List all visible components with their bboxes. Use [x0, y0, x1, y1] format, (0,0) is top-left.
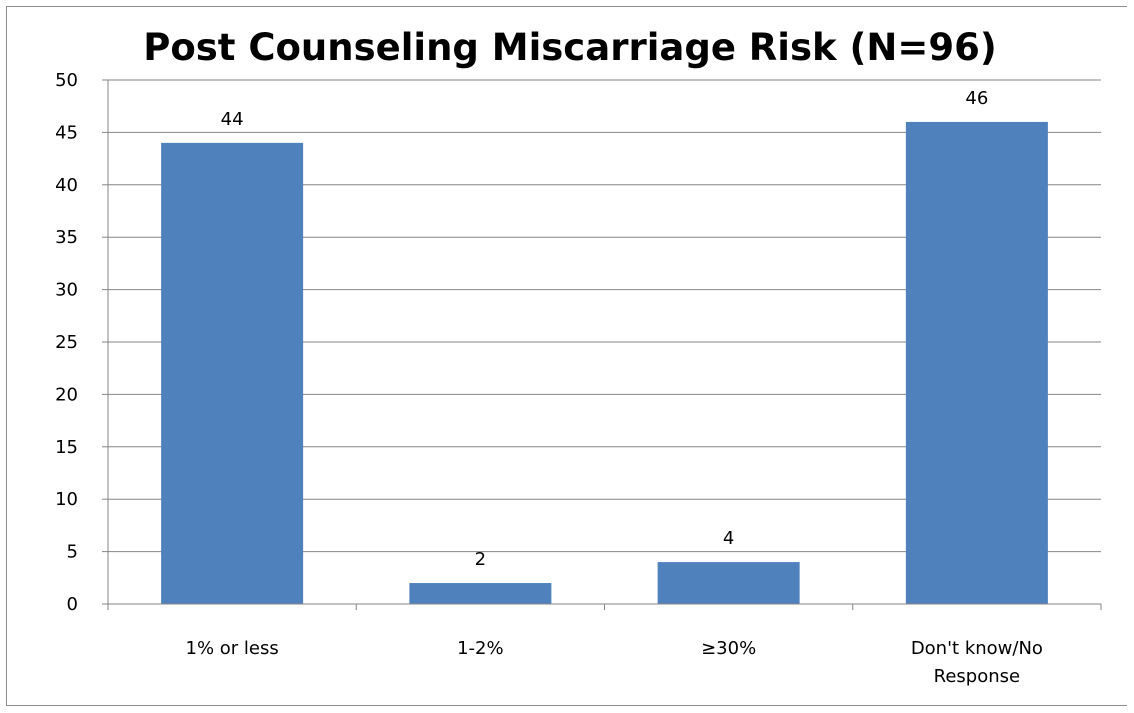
data-label: 4 — [723, 528, 734, 549]
data-label: 2 — [475, 549, 486, 570]
bar — [905, 121, 1048, 605]
y-tick-label: 20 — [55, 384, 78, 405]
y-tick-label: 0 — [67, 594, 78, 615]
y-tick-label: 25 — [55, 332, 78, 353]
y-tick-label: 10 — [55, 489, 78, 510]
y-tick-label: 30 — [55, 280, 78, 301]
y-tick-label: 35 — [55, 227, 78, 248]
x-category-label: 1-2% — [457, 638, 504, 659]
x-category-label: Don't know/No — [911, 638, 1043, 659]
y-axis: 0 5 10 15 20 25 30 35 40 45 50 — [55, 70, 109, 615]
bar — [409, 583, 552, 604]
bars — [161, 121, 1048, 605]
bar — [657, 562, 800, 604]
y-tick-label: 5 — [67, 542, 78, 563]
bar — [161, 142, 304, 604]
data-labels: 44 2 4 46 — [221, 88, 989, 570]
x-category-label: ≥30% — [701, 638, 756, 659]
data-label: 44 — [221, 109, 244, 130]
x-category-label: 1% or less — [186, 638, 279, 659]
data-label: 46 — [965, 88, 988, 109]
chart-title: Post Counseling Miscarriage Risk (N=96) — [143, 26, 997, 69]
y-tick-label: 45 — [55, 122, 78, 143]
y-tick-label: 40 — [55, 175, 78, 196]
x-category-label: Response — [934, 666, 1020, 687]
y-tick-label: 50 — [55, 70, 78, 91]
y-tick-label: 15 — [55, 437, 78, 458]
x-axis: 1% or less 1-2% ≥30% Don't know/No Response — [107, 603, 1102, 687]
